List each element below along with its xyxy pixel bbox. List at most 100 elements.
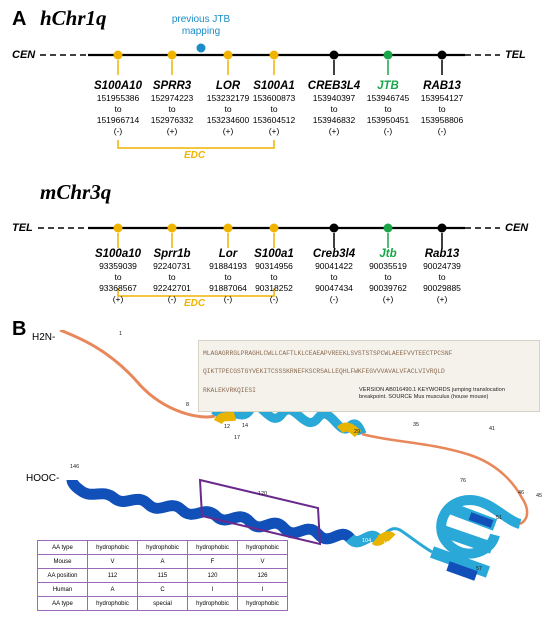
residue-label: 14 (242, 423, 249, 429)
mouse-chromosome-title: mChr3q (40, 180, 112, 204)
residue-label: 76 (460, 478, 467, 484)
human-gene-column: LOR 153232179 to 153234600 (+) (193, 79, 263, 137)
residue-label: 17 (234, 435, 241, 441)
human-gene-start: 153600873 (252, 93, 296, 103)
human-gene-strand: (+) (166, 126, 178, 136)
upper-helix (211, 401, 367, 438)
human-gene-to: to (114, 104, 122, 114)
residue-label: 101 (383, 541, 393, 547)
panel-a-label: A (12, 8, 27, 30)
table-row-label: AA position (37, 568, 88, 583)
mouse-gene-marker-5 (383, 223, 393, 233)
mouse-gene-strand: (-) (167, 294, 177, 304)
human-gene-to: to (168, 104, 176, 114)
mouse-gene-strand: (-) (269, 294, 279, 304)
human-gene-column: SPRR3 152974223 to 152976332 (+) (137, 79, 207, 137)
human-gene-end: 153604512 (252, 115, 296, 125)
residue-label: 46 (518, 490, 525, 496)
mouse-gene-strand: (+) (112, 294, 124, 304)
n-terminal-coil (59, 330, 216, 419)
aa-comparison-table: AA type hydrophobic hydrophobic hydrophobic… (37, 540, 288, 611)
table-cell: hydrophobic (237, 596, 288, 611)
table-cell: F (187, 554, 238, 569)
residue-label: 1 (119, 331, 123, 337)
middle-coil (361, 432, 529, 526)
mouse-gene-start: 92240731 (153, 261, 191, 271)
table-cell: V (237, 554, 288, 569)
human-gene-start: 151955386 (96, 93, 140, 103)
mouse-gene-end: 90039762 (369, 283, 407, 293)
mouse-gene-to: to (168, 272, 176, 282)
human-gene-start: 153954127 (420, 93, 464, 103)
table-cell: hydrophobic (187, 596, 238, 611)
human-gene-name: CREB3L4 (307, 80, 361, 92)
residue-label: 146 (70, 464, 80, 470)
mouse-gene-name: Creb3l4 (312, 248, 356, 260)
table-cell: I (187, 582, 238, 597)
mouse-gene-marker-4 (329, 223, 339, 233)
mouse-gene-strand: (+) (382, 294, 394, 304)
mouse-gene-name: S100a1 (254, 248, 294, 260)
n-terminus-label: H2N- (32, 332, 56, 343)
mouse-gene-column: Lor 91884193 to 91887064 (-) (193, 247, 263, 305)
human-gene-marker-1 (167, 50, 177, 60)
human-gene-to: to (270, 104, 278, 114)
human-gene-start: 153232179 (206, 93, 250, 103)
human-gene-marker-3 (269, 50, 279, 60)
mouse-gene-strand: (-) (223, 294, 233, 304)
human-gene-start: 153940397 (312, 93, 356, 103)
table-row-label: Human (37, 582, 88, 597)
sequence-panel: MLAGAGRRGLPRAGHLCWLLCAFTLKLCEAEAPVREEKLS… (198, 340, 540, 412)
mouse-gene-start: 90314956 (255, 261, 293, 271)
table-row: Mouse V A F V (37, 554, 288, 569)
panel-b-label: B (12, 318, 27, 340)
mouse-gene-column: Creb3l4 90041422 to 90047434 (-) (299, 247, 369, 305)
sequence-metadata: VERSION AB016490.1 KEYWORDS jumping tran… (359, 387, 505, 400)
mouse-gene-column: Sprr1b 92240731 to 92242701 (-) (137, 247, 207, 305)
human-gene-strand: (-) (113, 126, 123, 136)
chromosome-map-svg (38, 43, 500, 297)
mouse-gene-end: 90047434 (315, 283, 353, 293)
human-gene-end: 153950451 (366, 115, 410, 125)
human-gene-to: to (330, 104, 338, 114)
human-gene-strand: (-) (383, 126, 393, 136)
residue-label: 45 (536, 493, 543, 499)
table-row-label: AA type (37, 596, 88, 611)
human-gene-strand: (-) (437, 126, 447, 136)
human-gene-column: CREB3L4 153940397 to 153946832 (+) (299, 79, 369, 137)
human-gene-name: LOR (215, 80, 241, 92)
residue-label: 12 (224, 424, 231, 430)
mouse-gene-start: 93359039 (99, 261, 137, 271)
table-cell: hydrophobic (87, 540, 138, 555)
mouse-gene-end: 90318252 (255, 283, 293, 293)
human-gene-marker-2 (223, 50, 233, 60)
human-gene-strand: (+) (222, 126, 234, 136)
human-gene-end: 151966714 (96, 115, 140, 125)
human-gene-strand: (+) (328, 126, 340, 136)
residue-label: 51 (496, 515, 503, 521)
mouse-gene-column: Rab13 90024739 to 90029885 (+) (407, 247, 477, 305)
human-gene-to: to (438, 104, 446, 114)
mouse-gene-name: Rab13 (424, 248, 460, 260)
human-gene-name: S100A10 (94, 80, 142, 92)
mouse-gene-marker-6 (437, 223, 447, 233)
human-gene-column: RAB13 153954127 to 153958806 (-) (407, 79, 477, 137)
table-cell: 115 (137, 568, 188, 583)
mouse-gene-start: 90041422 (315, 261, 353, 271)
sequence-line-1: MLAGAGRRGLPRAGHLCWLLCAFTLKLCEAEAPVREEKLS… (203, 350, 453, 357)
beta-sheet-domain (429, 494, 522, 581)
table-cell: hydrophobic (87, 596, 138, 611)
mouse-gene-start: 90024739 (423, 261, 461, 271)
human-right-end-label: TEL (505, 49, 526, 61)
human-gene-marker-4 (329, 50, 339, 60)
table-cell: 120 (187, 568, 238, 583)
mouse-gene-start: 90035519 (369, 261, 407, 271)
table-row: AA position 112 115 120 126 (37, 568, 288, 583)
residue-label: 112 (309, 520, 318, 526)
table-cell: special (137, 596, 188, 611)
table-row: AA type hydrophobic hydrophobic hydrophobic… (37, 540, 288, 555)
table-cell: hydrophobic (237, 540, 288, 555)
human-chromosome-title: hChr1q (40, 6, 107, 30)
table-cell: V (87, 554, 138, 569)
mouse-gene-end: 90029885 (423, 283, 461, 293)
